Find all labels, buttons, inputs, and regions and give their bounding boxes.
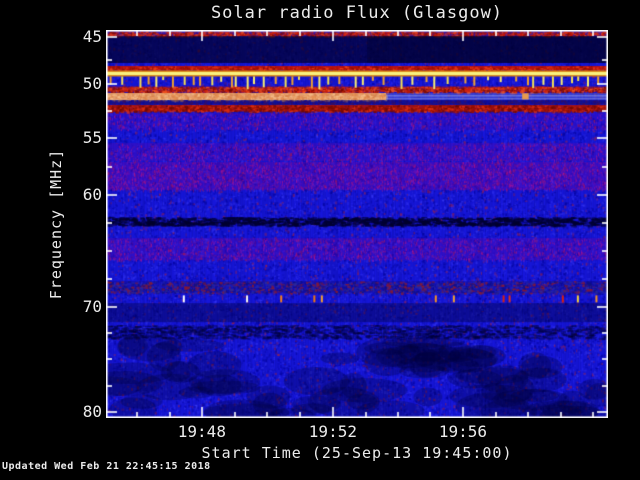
spectrogram-plot-area [106,30,608,418]
x-tick-label: 19:48 [177,422,226,441]
x-tick-label: 19:52 [308,422,357,441]
y-tick-label: 80 [82,402,102,422]
y-tick-label: 60 [82,184,102,204]
y-tick-label: 45 [82,26,102,46]
x-axis-title: Start Time (25-Sep-13 19:45:00) [201,444,513,462]
y-tick-label: 50 [82,73,102,93]
x-tick-label: 19:56 [438,422,487,441]
spectrogram-canvas [106,30,608,418]
updated-timestamp: Updated Wed Feb 21 22:45:15 2018 [2,461,211,472]
page-title: Solar radio Flux (Glasgow) [210,3,504,23]
y-axis-title: Frequency [MHz] [47,148,65,300]
y-tick-label: 70 [82,297,102,317]
y-tick-label: 55 [82,127,102,147]
